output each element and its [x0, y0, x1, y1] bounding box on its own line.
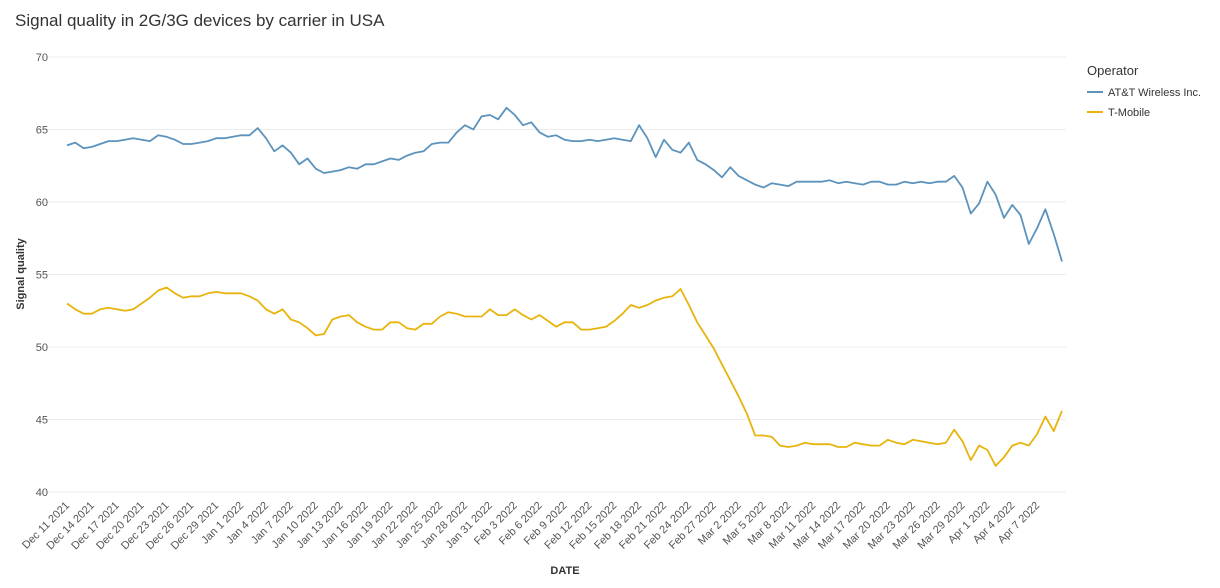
y-tick-label: 65: [36, 125, 48, 137]
y-tick-label: 60: [36, 197, 48, 209]
y-tick-label: 40: [36, 487, 48, 499]
y-axis-label: Signal quality: [15, 237, 27, 309]
chart-title: Signal quality in 2G/3G devices by carri…: [15, 11, 385, 30]
y-tick-label: 50: [36, 342, 48, 354]
series-line: [66, 286, 1063, 467]
y-tick-label: 45: [36, 415, 48, 427]
y-tick-label: 55: [36, 270, 48, 282]
legend-title: Operator: [1087, 63, 1139, 78]
legend-label: T-Mobile: [1108, 107, 1150, 119]
y-tick-label: 70: [36, 52, 48, 64]
x-axis-label: DATE: [550, 565, 579, 577]
legend-label: AT&T Wireless Inc.: [1108, 87, 1201, 99]
series-line: [66, 106, 1063, 262]
